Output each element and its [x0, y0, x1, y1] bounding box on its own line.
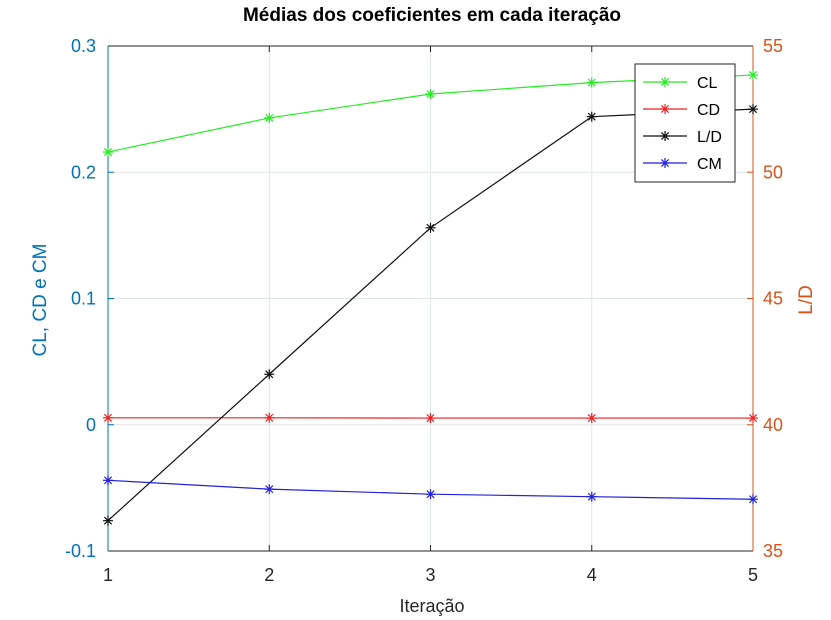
legend-marker-l-d: [660, 131, 670, 141]
legend-label-l-d: L/D: [697, 129, 722, 146]
data-point-cl: [586, 77, 597, 88]
data-point-cm: [264, 484, 275, 495]
data-point-cd: [264, 412, 275, 423]
marker-stroke: [103, 476, 113, 485]
data-point-l-d: [103, 515, 113, 526]
marker-stroke: [103, 516, 113, 525]
legend-marker-cm: [660, 158, 670, 168]
x-tick-label: 1: [103, 565, 113, 585]
x-axis-label: Iteração: [399, 596, 464, 616]
marker-stroke: [587, 414, 596, 423]
marker-stroke: [587, 78, 596, 87]
data-point-cl: [264, 112, 275, 123]
x-tick-label: 4: [587, 565, 597, 585]
marker-stroke: [103, 413, 113, 422]
y-left-tick-label: 0.3: [71, 36, 96, 56]
marker-stroke: [748, 414, 758, 423]
legend-label-cm: CM: [697, 156, 722, 173]
y-right-tick-label: 40: [763, 415, 783, 435]
data-point-cd: [748, 413, 758, 424]
marker-stroke: [748, 495, 758, 504]
y-left-tick-label: 0.2: [71, 162, 96, 182]
y-left-tick-label: 0: [86, 415, 96, 435]
data-point-cm: [586, 491, 597, 502]
data-point-cm: [103, 475, 113, 486]
data-point-l-d: [264, 369, 275, 380]
data-point-cd: [425, 413, 436, 424]
data-point-l-d: [425, 222, 436, 233]
marker-stroke: [265, 485, 274, 494]
marker-stroke: [426, 490, 435, 499]
y-right-tick-label: 50: [763, 162, 783, 182]
chart-title: Médias dos coeficientes em cada iteração: [243, 5, 621, 26]
marker-stroke: [587, 112, 596, 121]
marker-stroke: [426, 89, 435, 98]
marker-stroke: [265, 370, 274, 379]
data-point-cd: [586, 413, 597, 424]
data-point-cm: [425, 489, 436, 500]
marker-stroke: [748, 71, 758, 80]
legend-marker-cl: [660, 77, 670, 87]
marker-stroke: [426, 223, 435, 232]
y-left-tick-label: 0.1: [71, 289, 96, 309]
y-right-tick-label: 35: [763, 541, 783, 561]
marker-stroke: [103, 148, 113, 157]
legend-box: [634, 63, 736, 183]
marker-stroke: [426, 414, 435, 423]
legend-marker-cd: [660, 104, 670, 114]
data-point-cd: [103, 412, 113, 423]
data-point-cm: [748, 494, 758, 505]
marker-stroke: [660, 104, 670, 114]
y-axis-left-label: CL, CD e CM: [30, 244, 51, 357]
data-point-cl: [103, 147, 113, 158]
data-point-l-d: [748, 104, 758, 115]
legend: CL CD L/D CM: [634, 63, 736, 183]
x-tick-label: 5: [748, 565, 758, 585]
y-axis-right-label: L/D: [796, 285, 817, 315]
data-point-cl: [748, 70, 758, 81]
data-point-l-d: [586, 111, 597, 122]
marker-stroke: [587, 492, 596, 501]
marker-stroke: [265, 413, 274, 422]
y-right-tick-label: 55: [763, 36, 783, 56]
y-right-tick-label: 45: [763, 289, 783, 309]
marker-stroke: [660, 77, 670, 87]
marker-stroke: [660, 131, 670, 141]
marker-stroke: [265, 113, 274, 122]
legend-label-cl: CL: [697, 75, 718, 92]
legend-label-cd: CD: [697, 102, 720, 119]
y-left-tick-label: -0.1: [65, 541, 96, 561]
marker-stroke: [748, 105, 758, 114]
marker-stroke: [660, 158, 670, 168]
x-tick-label: 3: [425, 565, 435, 585]
x-tick-label: 2: [264, 565, 274, 585]
data-point-cl: [425, 88, 436, 99]
